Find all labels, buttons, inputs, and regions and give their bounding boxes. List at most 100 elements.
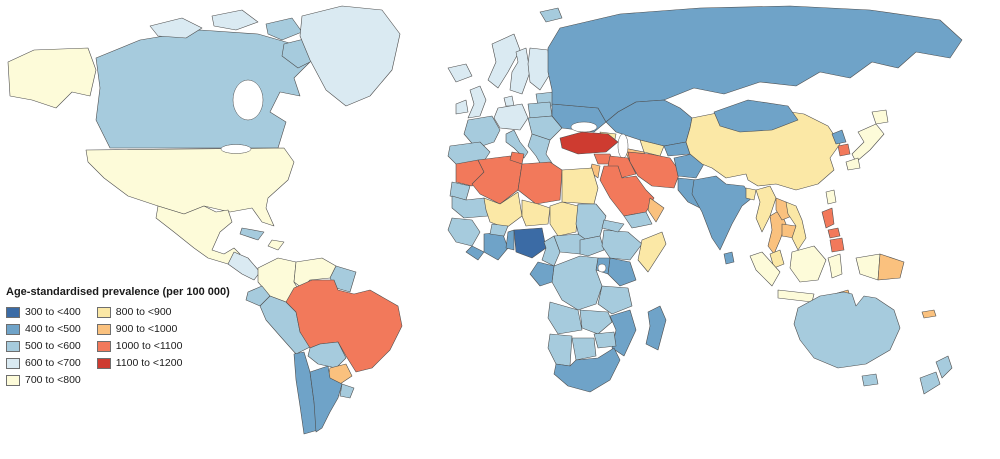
region-niger: [521, 199, 551, 227]
region-italy: [505, 129, 529, 159]
region-new-zealand-south: [919, 371, 941, 395]
region-france: [463, 115, 501, 149]
region-mauritania: [451, 195, 489, 219]
region-libya: [517, 161, 563, 205]
region-tanzania: [597, 285, 633, 315]
region-angola: [547, 301, 583, 335]
region-ivory-coast-ghana: [483, 231, 509, 261]
legend-swatch: [96, 357, 111, 369]
region-argentina: [309, 365, 343, 433]
region-japan-hokkaido: [871, 109, 889, 125]
region-mongolia: [713, 99, 799, 133]
region-arctic-island-east: [265, 17, 303, 41]
region-japan-kyushu: [845, 157, 861, 171]
legend-columns: 300 to <400 400 to <500 500 to <600 600 …: [6, 306, 256, 386]
legend-item: 600 to <700: [6, 357, 81, 369]
region-drc: [551, 255, 603, 311]
legend-swatch-rect: [6, 306, 20, 318]
legend-item: 800 to <900: [96, 306, 183, 318]
region-north-korea: [831, 129, 847, 145]
legend-column-1: 300 to <400 400 to <500 500 to <600 600 …: [6, 306, 81, 386]
legend-swatch-rect: [96, 357, 111, 369]
legend-item: 1000 to <1100: [96, 340, 183, 352]
region-central-america: [227, 251, 261, 281]
legend-item-label: 800 to <900: [115, 306, 172, 318]
region-sierra-leone-liberia: [465, 245, 485, 261]
region-iran: [627, 151, 681, 189]
region-eastern-europe: [527, 115, 563, 141]
region-papua-new-guinea: [877, 253, 905, 281]
region-mozambique: [609, 309, 637, 357]
region-sulawesi: [827, 253, 843, 279]
region-saudi-arabia: [599, 165, 655, 217]
region-oman: [647, 197, 665, 223]
region-arctic-island-west: [149, 17, 203, 39]
region-australia: [793, 291, 901, 369]
region-hispaniola: [267, 239, 285, 251]
region-burkina-faso: [489, 223, 509, 237]
legend-item: 500 to <600: [6, 340, 81, 352]
region-kenya: [607, 257, 637, 287]
region-venezuela: [293, 257, 337, 289]
region-alaska: [7, 47, 97, 109]
region-malaysia: [769, 249, 785, 269]
region-borneo: [789, 245, 827, 283]
region-turkey: [559, 131, 619, 155]
region-poland: [527, 101, 553, 119]
region-chad: [549, 201, 579, 237]
caspian-sea: [617, 133, 629, 159]
region-afghanistan: [673, 153, 705, 179]
region-svalbard: [539, 7, 563, 23]
region-taiwan: [825, 189, 837, 205]
legend-title: Age-standardised prevalence (per 100 000…: [6, 286, 230, 298]
region-new-caledonia: [921, 309, 937, 319]
region-brazil: [285, 279, 403, 373]
region-canada: [95, 29, 311, 149]
region-bolivia: [307, 341, 347, 369]
legend-swatch-rect: [96, 306, 111, 318]
region-sumatra: [749, 251, 781, 287]
region-cuba: [239, 227, 265, 241]
legend-item-label: 700 to <800: [25, 374, 81, 386]
region-eritrea-djibouti: [601, 219, 625, 233]
region-sweden: [509, 47, 531, 95]
region-yemen: [623, 211, 653, 229]
legend-swatch-rect: [96, 323, 111, 335]
region-madagascar: [645, 305, 667, 351]
legend-swatch: [6, 374, 20, 386]
legend-item: 300 to <400: [6, 306, 81, 318]
legend-swatch: [6, 340, 20, 352]
legend-item-label: 400 to <500: [25, 323, 81, 335]
legend-item-label: 900 to <1000: [115, 323, 178, 335]
legend-swatch: [96, 340, 111, 352]
legend-item: 1100 to <1200: [96, 357, 182, 369]
region-mexico: [155, 205, 241, 265]
region-namibia: [547, 333, 573, 367]
legend-swatch-rect: [6, 357, 20, 369]
region-denmark: [503, 95, 515, 107]
region-philippines-visayas: [827, 227, 841, 239]
region-sri-lanka: [723, 251, 735, 265]
region-java: [777, 289, 815, 303]
region-new-zealand-north: [935, 355, 953, 379]
region-senegal-guinea: [447, 217, 481, 247]
legend-item-label: 1000 to <1100: [115, 340, 183, 352]
region-congo-gabon: [529, 261, 555, 287]
region-uruguay: [339, 383, 355, 399]
region-arctic-island-central: [211, 9, 259, 31]
region-uk: [467, 85, 487, 119]
legend-swatch-rect: [6, 340, 20, 352]
region-iceland: [447, 63, 473, 83]
region-usa: [85, 147, 295, 227]
region-egypt: [561, 167, 599, 205]
legend-swatch: [6, 357, 20, 369]
region-russia: [547, 5, 963, 123]
legend-item: 400 to <500: [6, 323, 81, 335]
region-germany-central-europe: [493, 103, 529, 131]
hudson-bay: [232, 79, 264, 121]
region-papua-indonesia: [855, 253, 881, 281]
legend-item-label: 500 to <600: [25, 340, 81, 352]
legend-item-label: 600 to <700: [25, 357, 81, 369]
legend-swatch: [96, 306, 111, 318]
